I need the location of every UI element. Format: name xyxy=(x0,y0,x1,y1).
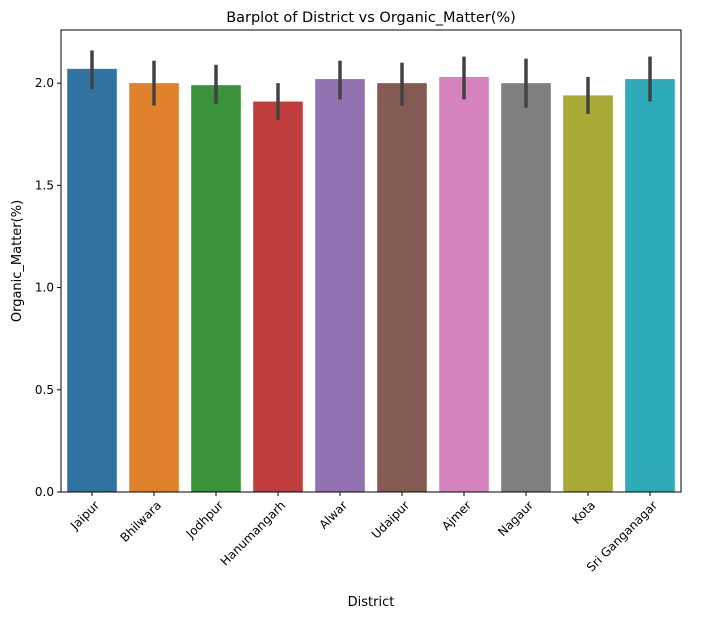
x-tick-label-jodhpur: Jodhpur xyxy=(183,498,226,541)
bar-hanumangarh xyxy=(253,101,303,492)
y-tick-label: 1.5 xyxy=(35,178,54,192)
bar-nagaur xyxy=(501,83,551,492)
x-tick-label-hanumangarh: Hanumangarh xyxy=(218,498,288,568)
errorbars-group xyxy=(90,50,652,120)
x-tick-label-alwar: Alwar xyxy=(316,498,350,532)
y-axis: 0.0 0.5 1.0 1.5 2.0 xyxy=(35,76,61,499)
x-tick-label-udaipur: Udaipur xyxy=(369,498,412,541)
bar-jodhpur xyxy=(191,85,241,492)
x-tick-label-kota: Kota xyxy=(569,498,598,527)
x-tick-label-nagaur: Nagaur xyxy=(495,498,536,539)
x-tick-label-bhilwara: Bhilwara xyxy=(117,498,164,545)
bar-bhilwara xyxy=(129,83,179,492)
bar-kota xyxy=(563,95,613,493)
x-axis-label: District xyxy=(348,595,395,610)
x-tick-label-jaipur: Jaipur xyxy=(67,498,102,533)
bar-ajmer xyxy=(439,77,489,492)
bar-jaipur xyxy=(67,68,117,493)
bar-alwar xyxy=(315,79,365,492)
x-tick-label-ajmer: Ajmer xyxy=(439,498,474,533)
y-axis-label: Organic_Matter(%) xyxy=(10,200,25,322)
chart-title: Barplot of District vs Organic_Matter(%) xyxy=(226,10,516,26)
y-tick-label: 0.5 xyxy=(35,383,54,397)
y-tick-label: 0.0 xyxy=(35,485,54,499)
bars-group xyxy=(67,68,675,493)
plot-frame xyxy=(60,29,682,493)
y-tick-label: 1.0 xyxy=(35,281,54,295)
y-tick-label: 2.0 xyxy=(35,76,54,90)
bar-udaipur xyxy=(377,83,427,492)
bar-sri-ganganagar xyxy=(625,79,675,492)
